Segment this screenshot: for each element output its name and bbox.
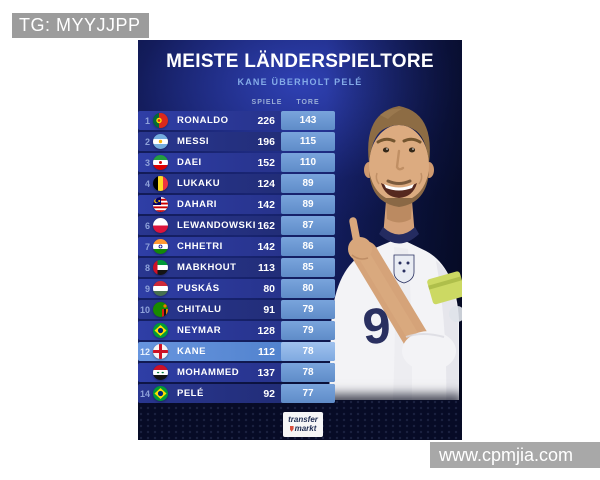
spiele-value: 152 bbox=[257, 156, 275, 169]
brazil-flag-icon bbox=[153, 323, 168, 338]
tore-value: 85 bbox=[281, 258, 335, 277]
zambia-flag-icon bbox=[153, 302, 168, 317]
transfermarkt-logo-line2: markt bbox=[294, 423, 317, 433]
spiele-value: 137 bbox=[257, 366, 275, 379]
player-name: RONALDO bbox=[177, 115, 229, 126]
tore-value: 79 bbox=[281, 321, 335, 340]
table-row: DAHARI 142 89 bbox=[138, 195, 335, 214]
table-row: 7 CHHETRI 142 86 bbox=[138, 237, 335, 256]
rank-cell: 3 bbox=[144, 157, 150, 168]
table-row: 6 LEWANDOWSKI 162 87 bbox=[138, 216, 335, 235]
spiele-value: 112 bbox=[258, 345, 275, 358]
tore-value: 89 bbox=[281, 195, 335, 214]
england-flag-icon bbox=[153, 344, 168, 359]
harry-kane-photo: 9 bbox=[318, 85, 462, 440]
portugal-flag-icon bbox=[153, 113, 168, 128]
table-row: 10 CHITALU 91 79 bbox=[138, 300, 335, 319]
rank-cell: 8 bbox=[144, 262, 150, 273]
tg-badge: TG: MYYJJPP bbox=[12, 13, 149, 38]
tore-value: 78 bbox=[281, 363, 335, 382]
belgium-flag-icon bbox=[153, 176, 168, 191]
page-title: MEISTE LÄNDERSPIELTORE bbox=[166, 51, 434, 72]
infographic-panel: MEISTE LÄNDERSPIELTORE KANE ÜBERHOLT PEL… bbox=[138, 40, 462, 440]
transfermarkt-shield-icon bbox=[289, 425, 294, 432]
tore-value: 89 bbox=[281, 174, 335, 193]
spiele-value: 113 bbox=[258, 261, 275, 274]
player-name: CHITALU bbox=[177, 304, 222, 315]
table-row: 3 DAEI 152 110 bbox=[138, 153, 335, 172]
brazil-flag-icon bbox=[153, 386, 168, 401]
iraq-flag-icon bbox=[153, 365, 168, 380]
rank-cell: 12 bbox=[139, 346, 150, 357]
spiele-value: 142 bbox=[257, 240, 275, 253]
table-row: MOHAMMED 137 78 bbox=[138, 363, 335, 382]
player-name: CHHETRI bbox=[177, 241, 223, 252]
spiele-value: 226 bbox=[257, 114, 275, 127]
player-name: MESSI bbox=[177, 136, 210, 147]
ranking-table: 1 RONALDO 226 143 2 MESSI 196 115 3 DAEI 152 110 4 LU… bbox=[138, 111, 335, 405]
rank-cell: 14 bbox=[139, 388, 150, 399]
table-row: 14 PELÉ 92 77 bbox=[138, 384, 335, 403]
table-row: 9 PUSKÁS 80 80 bbox=[138, 279, 335, 298]
tore-value: 86 bbox=[281, 237, 335, 256]
spiele-value: 91 bbox=[263, 303, 275, 316]
uae-flag-icon bbox=[153, 260, 168, 275]
rank-cell: 2 bbox=[144, 136, 150, 147]
spiele-value: 92 bbox=[263, 387, 275, 400]
player-name: MOHAMMED bbox=[177, 367, 240, 378]
column-header-tore: TORE bbox=[296, 99, 320, 106]
rank-cell: 1 bbox=[144, 115, 150, 126]
player-name: NEYMAR bbox=[177, 325, 222, 336]
spiele-value: 142 bbox=[257, 198, 275, 211]
spiele-value: 80 bbox=[263, 282, 275, 295]
tore-value: 77 bbox=[281, 384, 335, 403]
table-row: NEYMAR 128 79 bbox=[138, 321, 335, 340]
hungary-flag-icon bbox=[153, 281, 168, 296]
player-name: DAHARI bbox=[177, 199, 217, 210]
svg-text:9: 9 bbox=[361, 297, 393, 355]
column-header-spiele: SPIELE bbox=[251, 99, 283, 106]
poland-flag-icon bbox=[153, 218, 168, 233]
spiele-value: 162 bbox=[257, 219, 275, 232]
tore-value: 79 bbox=[281, 300, 335, 319]
tore-value: 87 bbox=[281, 216, 335, 235]
transfermarkt-logo: transfer markt bbox=[283, 412, 323, 437]
harry-kane-illustration: 9 bbox=[328, 106, 462, 440]
player-name: DAEI bbox=[177, 157, 202, 168]
spiele-value: 124 bbox=[257, 177, 275, 190]
tore-value: 80 bbox=[281, 279, 335, 298]
player-name: MABKHOUT bbox=[177, 262, 237, 273]
table-row: 1 RONALDO 226 143 bbox=[138, 111, 335, 130]
rank-cell: 9 bbox=[144, 283, 150, 294]
table-row: 12 KANE 112 78 bbox=[138, 342, 335, 361]
page-subtitle: KANE ÜBERHOLT PELÉ bbox=[237, 77, 363, 87]
tore-value: 143 bbox=[281, 111, 335, 130]
malaysia-flag-icon bbox=[153, 197, 168, 212]
rank-cell: 6 bbox=[144, 220, 150, 231]
argentina-flag-icon bbox=[153, 134, 168, 149]
rank-cell: 4 bbox=[144, 178, 150, 189]
iran-flag-icon bbox=[153, 155, 168, 170]
watermark-url: www.cpmjia.com bbox=[430, 442, 600, 468]
player-name: KANE bbox=[177, 346, 206, 357]
spiele-value: 128 bbox=[257, 324, 275, 337]
rank-cell: 7 bbox=[144, 241, 150, 252]
table-row: 8 MABKHOUT 113 85 bbox=[138, 258, 335, 277]
table-row: 4 LUKAKU 124 89 bbox=[138, 174, 335, 193]
table-row: 2 MESSI 196 115 bbox=[138, 132, 335, 151]
tore-value: 78 bbox=[281, 342, 335, 361]
india-flag-icon bbox=[153, 239, 168, 254]
player-name: LEWANDOWSKI bbox=[177, 220, 256, 231]
spiele-value: 196 bbox=[257, 135, 275, 148]
transfermarkt-logo-line1: transfer bbox=[288, 415, 318, 424]
player-name: PUSKÁS bbox=[177, 283, 220, 294]
tore-value: 115 bbox=[281, 132, 335, 151]
player-name: PELÉ bbox=[177, 388, 204, 399]
rank-cell: 10 bbox=[139, 304, 150, 315]
player-name: LUKAKU bbox=[177, 178, 221, 189]
tore-value: 110 bbox=[281, 153, 335, 172]
